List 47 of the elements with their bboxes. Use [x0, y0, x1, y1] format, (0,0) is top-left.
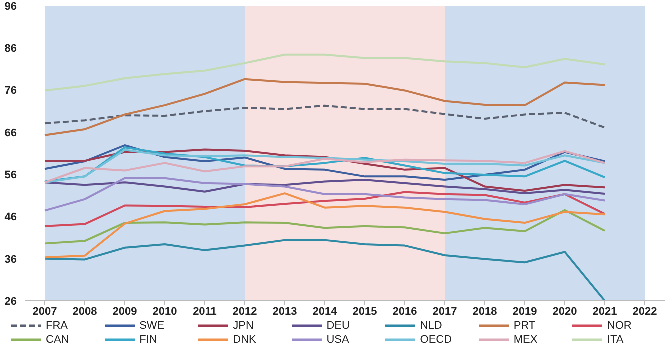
y-tick-label: 36 [4, 254, 17, 266]
x-tick-label: 2017 [432, 306, 458, 318]
line-series [44, 209, 606, 245]
x-tick-label: 2010 [152, 306, 178, 318]
y-tick-label: 86 [4, 43, 17, 56]
y-tick-label: 56 [4, 169, 17, 182]
x-tick-label: 2007 [32, 306, 58, 318]
legend-label: FIN [140, 334, 158, 346]
x-tick-label: 2022 [632, 306, 658, 318]
line-series [44, 54, 606, 92]
legend-label: OECD [420, 334, 452, 346]
x-tick-label: 2018 [472, 306, 498, 318]
line-series [44, 148, 606, 192]
legend-label: MEX [514, 334, 538, 346]
y-tick-label: 46 [4, 212, 17, 224]
x-tick-label: 2009 [112, 306, 138, 318]
x-tick-label: 2020 [552, 306, 578, 318]
legend-label: JPN [233, 320, 254, 332]
x-tick-label: 2014 [312, 306, 338, 318]
x-tick-label: 2015 [352, 306, 378, 318]
legend-label: CAN [46, 334, 70, 346]
legend-label: ITA [607, 334, 624, 346]
x-tick-label: 2021 [592, 306, 618, 318]
y-tick-label: 66 [4, 127, 17, 140]
legend-label: SWE [140, 320, 165, 332]
legend-label: NOR [607, 320, 632, 332]
line-series [44, 177, 606, 212]
line-series [44, 192, 606, 259]
legend-label: DNK [233, 334, 256, 346]
x-tick-label: 2011 [193, 306, 217, 318]
y-tick-label: 26 [4, 296, 17, 308]
legend-label: DEU [326, 320, 350, 332]
line-series [44, 104, 606, 129]
legend-label: USA [326, 334, 350, 346]
line-series [44, 239, 606, 301]
y-tick-label: 96 [4, 0, 17, 13]
line-series [44, 78, 606, 136]
x-tick-label: 2019 [512, 306, 538, 318]
y-tick-label: 76 [4, 85, 17, 98]
line-series [44, 191, 606, 228]
x-tick-label: 2008 [72, 306, 98, 318]
x-tick-label: 2013 [272, 306, 298, 318]
legend-label: PRT [514, 320, 536, 332]
legend-label: NLD [420, 320, 442, 332]
x-tick-label: 2012 [232, 306, 258, 318]
x-tick-label: 2016 [392, 306, 418, 318]
legend-label: FRA [46, 320, 68, 332]
